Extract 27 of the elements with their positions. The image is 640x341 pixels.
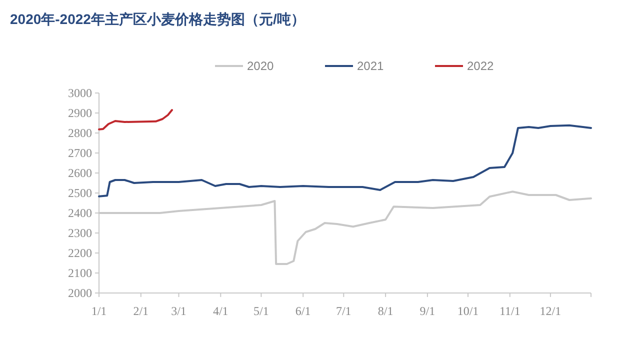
x-tick-label: 2/1	[133, 304, 149, 318]
legend-label: 2022	[467, 59, 494, 73]
y-tick-label: 2800	[68, 126, 92, 140]
x-tick-label: 6/1	[295, 304, 311, 318]
x-tick-label: 8/1	[378, 304, 394, 318]
legend-label: 2021	[357, 59, 384, 73]
x-tick-label: 5/1	[254, 304, 269, 318]
chart-title: 2020年-2022年主产区小麦价格走势图（元/吨）	[10, 11, 305, 27]
x-tick-label: 3/1	[171, 304, 186, 318]
y-tick-label: 2000	[68, 286, 92, 300]
y-tick-label: 2700	[68, 146, 92, 160]
y-tick-label: 2400	[68, 206, 92, 220]
x-tick-label: 12/1	[540, 304, 562, 318]
x-tick-label: 4/1	[212, 304, 228, 318]
legend-label: 2020	[247, 59, 274, 73]
x-tick-label: 10/1	[457, 304, 479, 318]
y-tick-label: 3000	[68, 86, 92, 100]
x-tick-label: 11/1	[499, 304, 520, 318]
y-tick-label: 2500	[68, 186, 92, 200]
y-tick-label: 2300	[68, 226, 92, 240]
x-tick-label: 1/1	[91, 304, 107, 318]
x-tick-label: 7/1	[336, 304, 352, 318]
y-tick-label: 2100	[68, 266, 92, 280]
y-tick-label: 2200	[68, 246, 92, 260]
y-tick-label: 2600	[68, 166, 92, 180]
x-tick-label: 9/1	[420, 304, 436, 318]
y-tick-label: 2900	[68, 106, 92, 120]
